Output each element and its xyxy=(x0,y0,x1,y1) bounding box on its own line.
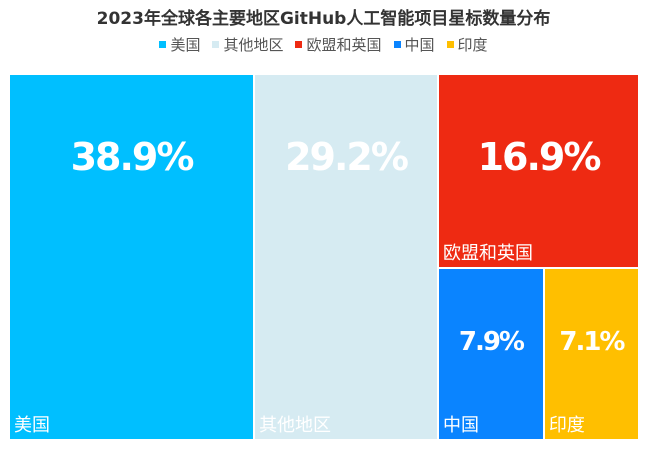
treemap-cell: 29.2% 其他地区 xyxy=(255,75,438,439)
legend-item: 欧盟和英国 xyxy=(295,34,382,55)
legend-swatch xyxy=(159,41,167,48)
legend-label: 欧盟和英国 xyxy=(306,36,382,54)
category-label: 欧盟和英国 xyxy=(443,242,534,264)
category-label: 印度 xyxy=(548,414,585,436)
treemap-cell: 16.9% 欧盟和英国 xyxy=(439,75,638,267)
treemap-cell: 7.1% 印度 xyxy=(544,268,638,439)
legend-label: 中国 xyxy=(404,36,435,54)
value-label: 16.9% xyxy=(477,135,602,179)
value-label: 38.9% xyxy=(70,135,195,179)
legend-item: 其他地区 xyxy=(212,34,283,55)
value-label: 7.9% xyxy=(458,326,525,357)
legend: 美国 其他地区 欧盟和英国 中国 印度 xyxy=(0,34,647,55)
value-label: 7.1% xyxy=(559,326,625,357)
legend-swatch xyxy=(446,41,454,48)
legend-swatch xyxy=(393,41,401,48)
legend-label: 其他地区 xyxy=(223,36,284,54)
treemap-cell: 38.9% 美国 xyxy=(10,75,254,439)
legend-item: 印度 xyxy=(446,34,488,55)
category-label: 其他地区 xyxy=(259,415,332,436)
treemap: 38.9% 美国 29.2% 其他地区 16.9% 欧盟和英国 7.9% 中国 7.1% 印度 xyxy=(10,75,640,441)
legend-item: 美国 xyxy=(159,34,200,55)
treemap-cell: 7.9% 中国 xyxy=(439,268,543,439)
category-label: 美国 xyxy=(14,415,50,436)
legend-label: 印度 xyxy=(457,36,488,54)
legend-swatch xyxy=(212,41,220,48)
chart-title: 2023年全球各主要地区GitHub人工智能项目星标数量分布 xyxy=(96,9,551,29)
value-label: 29.2% xyxy=(285,135,409,179)
legend-item: 中国 xyxy=(393,34,435,55)
legend-label: 美国 xyxy=(170,36,201,54)
category-label: 中国 xyxy=(443,414,480,436)
legend-swatch xyxy=(295,41,303,48)
